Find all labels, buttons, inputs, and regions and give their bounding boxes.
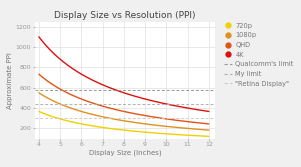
QHD: [92, 103, 96, 105]
QHD: [57, 88, 61, 90]
720p: [104, 127, 108, 129]
4K: [160, 102, 163, 104]
1080p: [37, 92, 41, 94]
1080p: [57, 103, 61, 105]
1080p: [144, 123, 147, 125]
QHD: [37, 73, 41, 75]
1080p: [104, 117, 108, 119]
1080p: [92, 114, 96, 116]
4K: [37, 36, 41, 38]
Line: QHD: QHD: [39, 74, 209, 124]
4K: [57, 57, 61, 59]
4K: [92, 80, 96, 82]
Line: 1080p: 1080p: [39, 93, 209, 130]
1080p: [160, 125, 163, 127]
QHD: [144, 115, 147, 117]
4K: [104, 85, 108, 87]
720p: [144, 131, 147, 133]
4K: [161, 102, 164, 104]
1080p: [207, 129, 211, 131]
QHD: [207, 123, 211, 125]
720p: [57, 118, 61, 120]
Legend: 720p, 1080p, QHD, 4K, Qualcomm's limit, My limit, "Retina Display": 720p, 1080p, QHD, 4K, Qualcomm's limit, …: [224, 23, 294, 87]
720p: [161, 133, 164, 135]
QHD: [104, 106, 108, 108]
QHD: [161, 117, 164, 119]
Line: 4K: 4K: [39, 37, 209, 111]
720p: [160, 132, 163, 134]
Line: 720p: 720p: [39, 111, 209, 136]
720p: [92, 125, 96, 127]
720p: [37, 110, 41, 112]
4K: [207, 110, 211, 112]
4K: [144, 98, 147, 100]
Title: Display Size vs Resolution (PPI): Display Size vs Resolution (PPI): [54, 11, 196, 20]
Y-axis label: Approximate PPI: Approximate PPI: [7, 52, 13, 109]
QHD: [160, 117, 163, 119]
1080p: [161, 125, 164, 127]
720p: [207, 135, 211, 137]
X-axis label: Display Size (Inches): Display Size (Inches): [88, 150, 161, 156]
